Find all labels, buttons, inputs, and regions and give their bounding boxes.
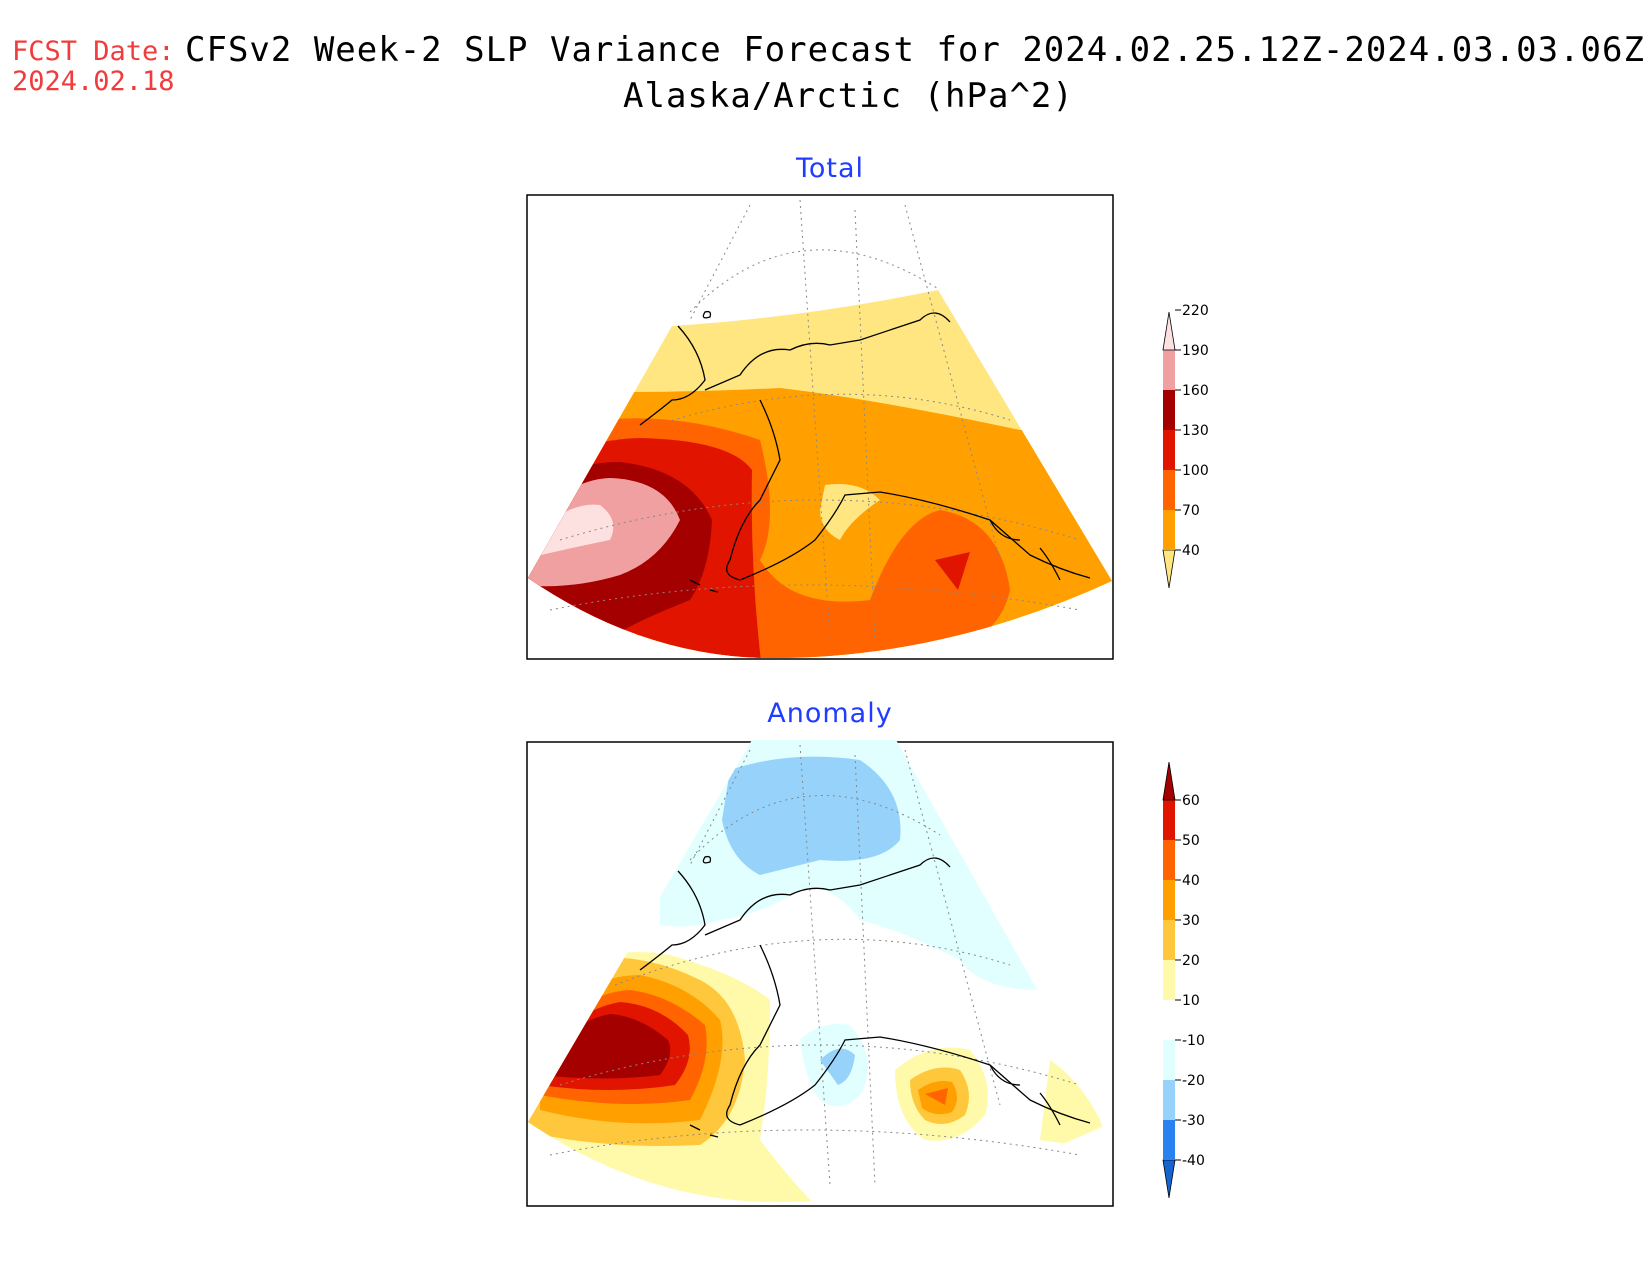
total-colorbar-swatches: [1162, 311, 1176, 589]
anomaly-graticule: [549, 744, 1081, 1186]
total-colorbar: 40 70 100 130 160 190 220: [1162, 303, 1209, 589]
forecast-date-value: 2024.02.18: [12, 66, 175, 97]
anomaly-panel-title: Anomaly: [767, 698, 893, 729]
total-colorbar-tick-label: 130: [1182, 423, 1209, 439]
total-colorbar-swatch: [1163, 430, 1175, 470]
anomaly-colorbar-ticks: -40 -30 -20 -10 10 20 30 40 50 60: [1175, 793, 1205, 1169]
total-colorbar-ticks: 40 70 100 130 160 190 220: [1175, 303, 1209, 559]
total-colorbar-tick-label: 190: [1182, 343, 1209, 359]
main-title: CFSv2 Week-2 SLP Variance Forecast for 2…: [185, 30, 1645, 70]
total-colorbar-tick-label: 220: [1182, 303, 1209, 319]
anomaly-colorbar-tick-label: 40: [1182, 873, 1200, 889]
anomaly-colorbar-swatches: [1162, 761, 1176, 1199]
forecast-date-label: FCST Date:: [12, 36, 175, 67]
anomaly-colorbar-tick-label: 10: [1182, 993, 1200, 1009]
anomaly-colorbar-swatch: [1163, 920, 1175, 960]
total-colorbar-swatch-max: [1162, 311, 1176, 351]
anomaly-coastlines: [639, 855, 1091, 1138]
anomaly-colorbar-swatch: [1163, 800, 1175, 840]
anomaly-east-cell-40: [925, 1088, 948, 1105]
anomaly-colorbar-tick-label: -40: [1182, 1153, 1205, 1169]
total-colorbar-tick-label: 40: [1182, 543, 1200, 559]
anomaly-colorbar-swatch: [1163, 840, 1175, 880]
total-yellow-patch: [820, 484, 880, 540]
anomaly-fill-minus20: [722, 756, 901, 875]
anomaly-colorbar-swatch: [1163, 1080, 1175, 1120]
total-colorbar-swatch: [1163, 470, 1175, 510]
total-colorbar-swatch-min: [1162, 549, 1176, 589]
anomaly-colorbar-tick-label: -10: [1182, 1033, 1205, 1049]
anomaly-colorbar-swatch-min: [1162, 1159, 1176, 1199]
total-colorbar-tick-label: 70: [1182, 503, 1200, 519]
anomaly-colorbar-tick-label: 50: [1182, 833, 1200, 849]
anomaly-colorbar-tick-label: 20: [1182, 953, 1200, 969]
total-colorbar-swatch: [1163, 350, 1175, 390]
total-coastlines: [639, 310, 1091, 593]
total-colorbar-tick-label: 100: [1182, 463, 1209, 479]
total-colorbar-tick-label: 160: [1182, 383, 1209, 399]
total-colorbar-swatch: [1163, 510, 1175, 550]
subtitle: Alaska/Arctic (hPa^2): [623, 76, 1074, 116]
total-red-patch: [935, 552, 970, 590]
anomaly-colorbar-tick-label: 30: [1182, 913, 1200, 929]
anomaly-blue-core: [820, 1048, 855, 1085]
total-map: [526, 194, 1114, 660]
anomaly-map: [526, 739, 1114, 1207]
total-colorbar-swatch: [1163, 390, 1175, 430]
anomaly-colorbar-swatch: [1163, 1000, 1175, 1040]
anomaly-colorbar-swatch: [1163, 1040, 1175, 1080]
anomaly-colorbar-swatch: [1163, 880, 1175, 920]
anomaly-colorbar-swatch: [1163, 1120, 1175, 1160]
anomaly-colorbar: -40 -30 -20 -10 10 20 30 40 50 60: [1162, 761, 1205, 1199]
total-graticule: [549, 199, 1081, 641]
anomaly-fill-east: [1040, 1060, 1110, 1150]
anomaly-colorbar-tick-label: -20: [1182, 1073, 1205, 1089]
anomaly-colorbar-swatch: [1163, 960, 1175, 1000]
total-panel-title: Total: [795, 153, 865, 184]
anomaly-colorbar-tick-label: 60: [1182, 793, 1200, 809]
anomaly-colorbar-tick-label: -30: [1182, 1113, 1205, 1129]
anomaly-colorbar-swatch-max: [1162, 761, 1176, 801]
